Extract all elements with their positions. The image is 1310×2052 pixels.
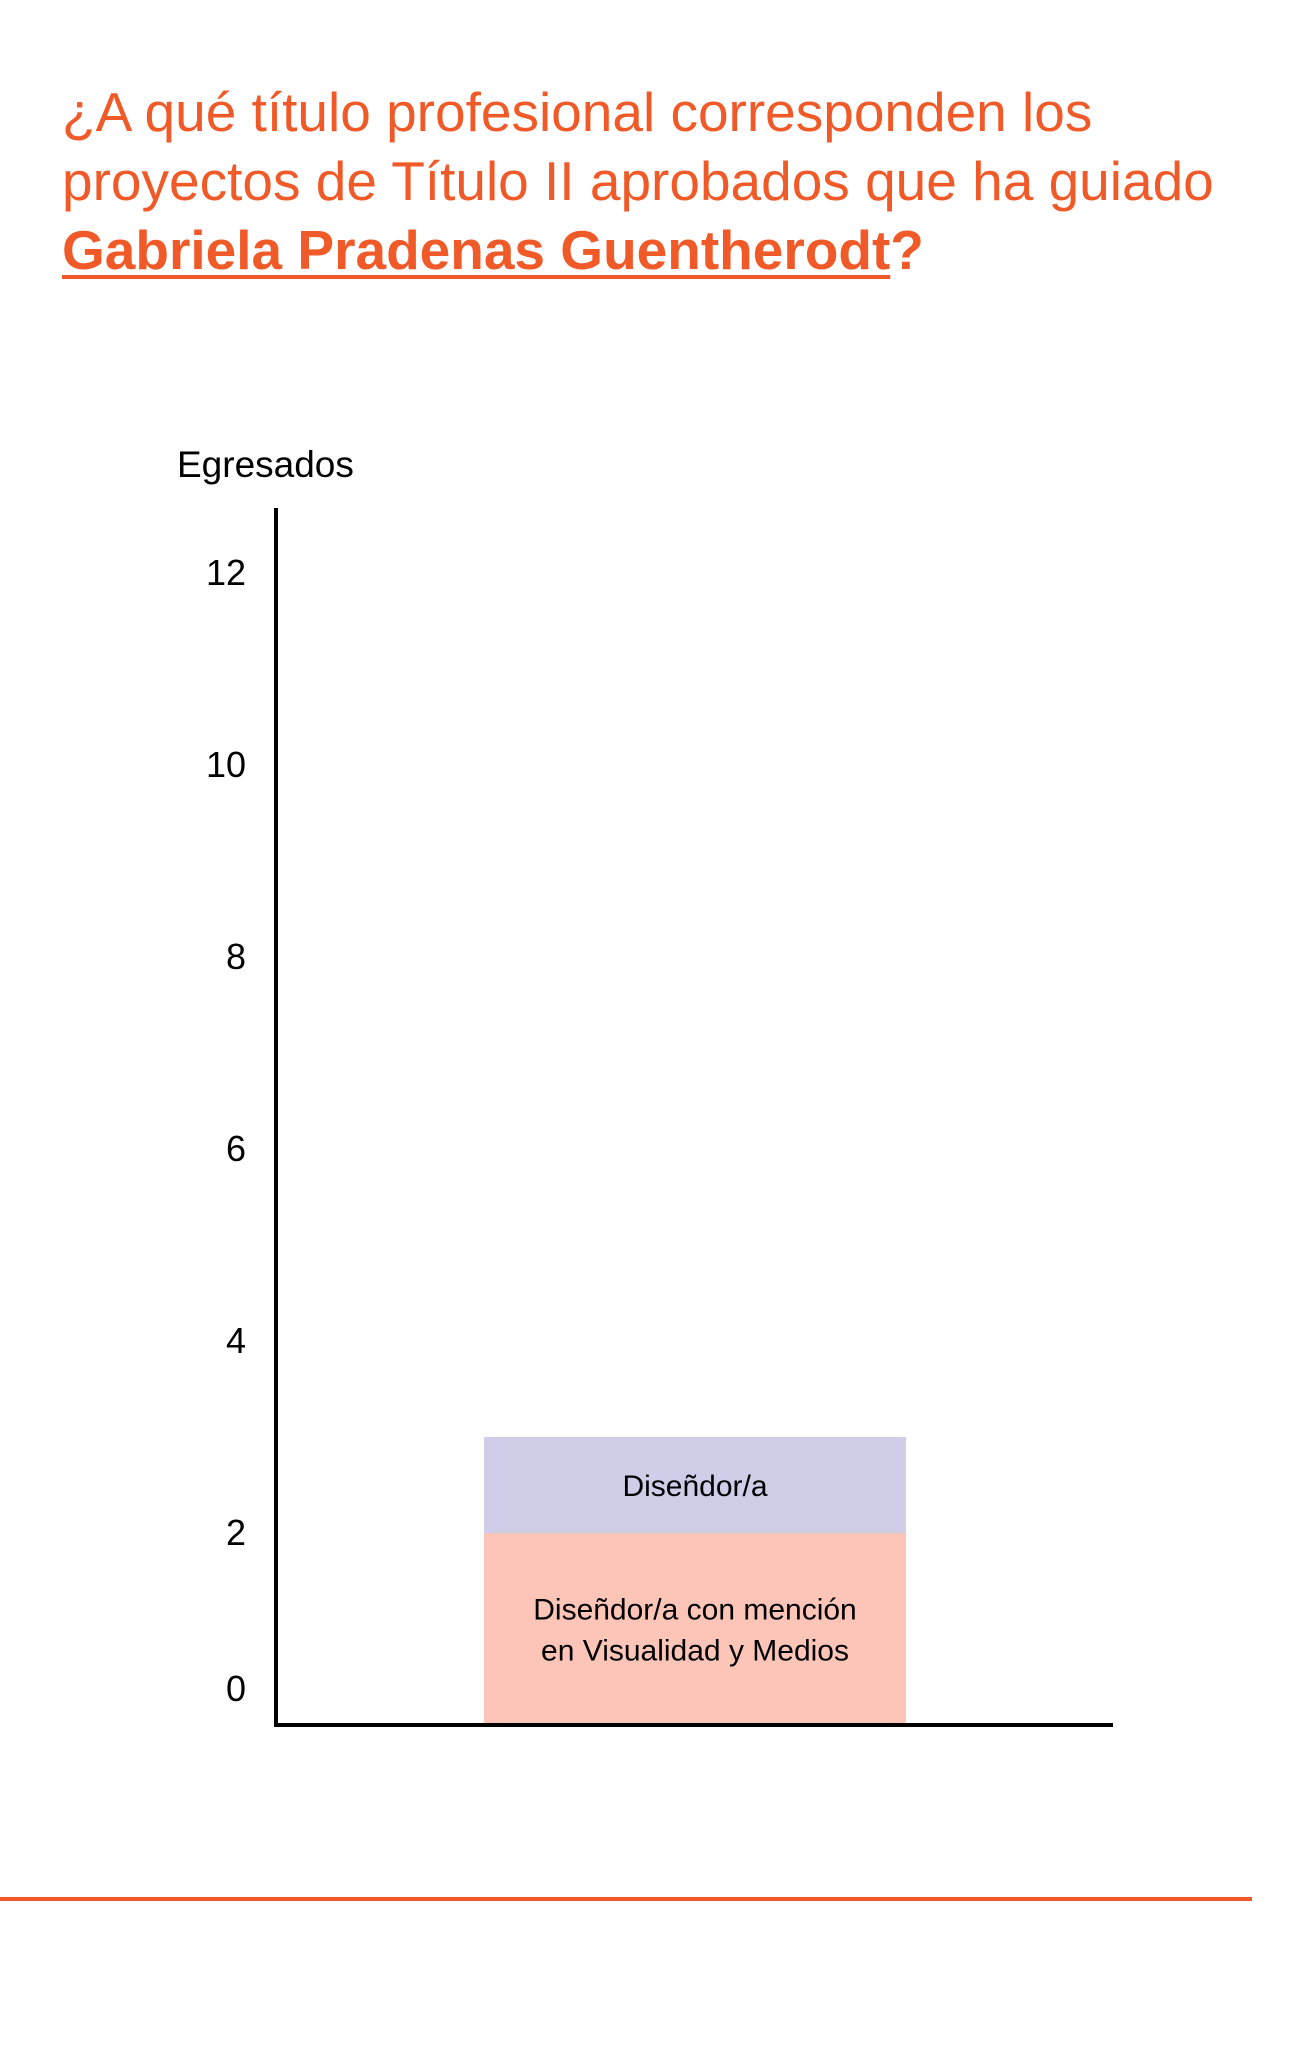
advisor-name: Gabriela Pradenas Guentherodt xyxy=(62,219,891,281)
y-tick-label-0: 0 xyxy=(226,1668,246,1709)
question-mark: ? xyxy=(890,219,924,281)
y-axis-title: Egresados xyxy=(177,444,354,485)
question-line-2: proyectos de Título II aprobados que ha … xyxy=(62,150,1214,212)
segment-label-1-line-1: Diseñdor/a con mención xyxy=(533,1594,857,1627)
bar-segment-2 xyxy=(484,1437,906,1533)
y-tick-label-6: 6 xyxy=(226,1128,246,1169)
footer-divider xyxy=(0,1897,1252,1901)
question-heading: ¿A qué título profesional corresponden l… xyxy=(62,78,1302,285)
question-line-1: ¿A qué título profesional corresponden l… xyxy=(62,81,1093,143)
y-tick-label-10: 10 xyxy=(206,744,246,785)
bar-segment-1 xyxy=(484,1533,906,1725)
y-tick-label-2: 2 xyxy=(226,1512,246,1553)
segment-label-2-line-1: Diseñdor/a xyxy=(622,1470,767,1503)
y-tick-label-8: 8 xyxy=(226,936,246,977)
y-tick-label-4: 4 xyxy=(226,1320,246,1361)
y-tick-label-12: 12 xyxy=(206,552,246,593)
segment-label-1-line-2: en Visualidad y Medios xyxy=(541,1635,849,1668)
